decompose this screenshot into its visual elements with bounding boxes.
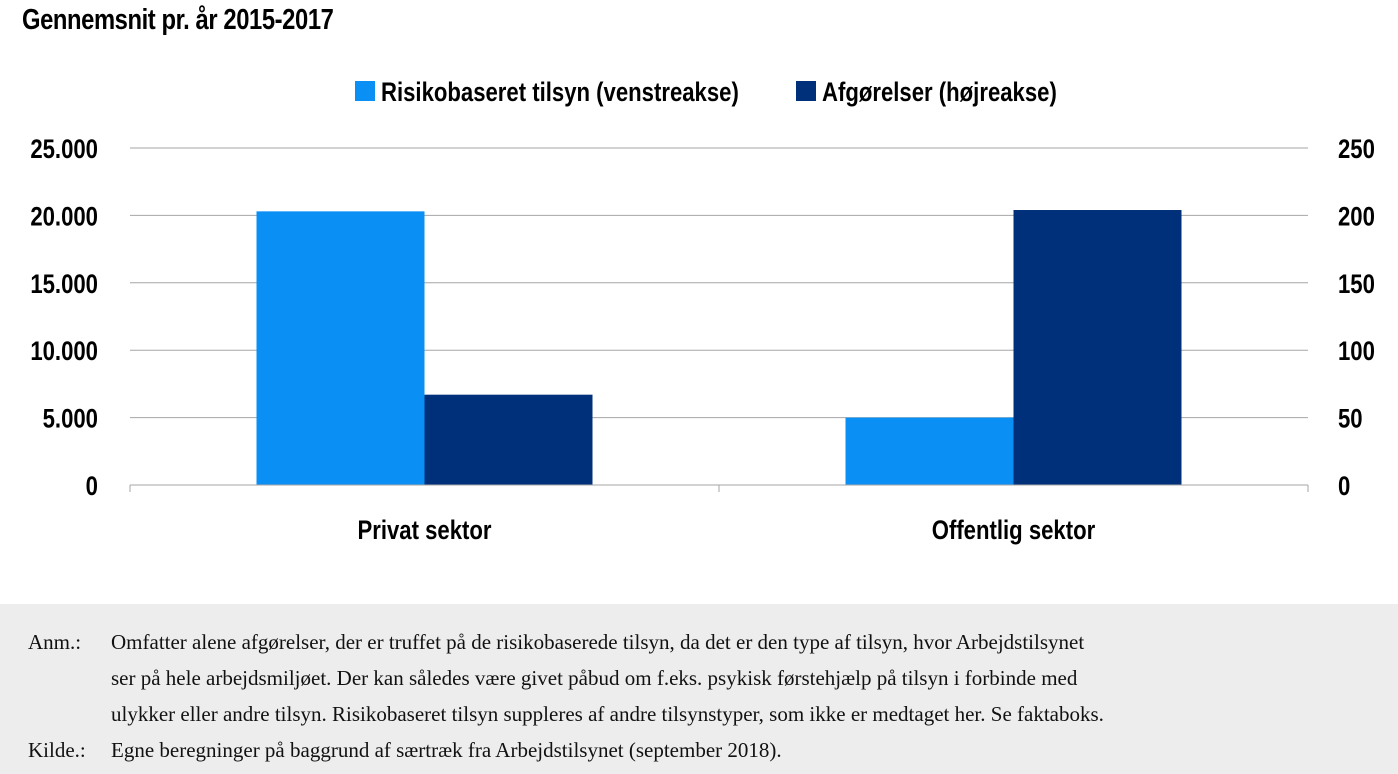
left-tick-label: 20.000 — [30, 202, 98, 232]
note-kilde-line-1: Egne beregninger på baggrund af særtræk … — [111, 738, 782, 762]
legend-swatch-afgoerelser — [796, 81, 816, 101]
right-tick-label: 250 — [1338, 135, 1375, 165]
bar-afgoerelser — [424, 394, 593, 485]
note-kilde-text: Egne beregninger på baggrund af særtræk … — [111, 732, 1376, 768]
left-tick-label: 15.000 — [30, 270, 98, 300]
note-anm-line-2: ser på hele arbejdsmiljøet. Der kan såle… — [111, 666, 1078, 690]
notes-box: Anm.: Omfatter alene afgørelser, der er … — [0, 604, 1398, 774]
right-tick-label: 200 — [1338, 202, 1375, 232]
right-tick-label: 150 — [1338, 270, 1375, 300]
category-label: Privat sektor — [357, 516, 491, 546]
bar-risikobaseret-tilsyn — [845, 417, 1014, 485]
right-tick-label: 50 — [1338, 405, 1363, 435]
note-anm-label: Anm.: — [28, 630, 82, 654]
note-anm-line-1: Omfatter alene afgørelser, der er truffe… — [111, 630, 1085, 654]
note-anm-line-3: ulykker eller andre tilsyn. Risikobasere… — [111, 702, 1104, 726]
left-tick-label: 0 — [86, 472, 98, 502]
bar-chart: Risikobaseret tilsyn (venstreakse) Afgøre… — [30, 78, 1375, 546]
axes: 0 5.000 10.000 15.000 20.000 25.000 0 50 100 150 2… — [30, 135, 1375, 546]
bar-afgoerelser — [1013, 210, 1182, 485]
bars — [256, 210, 1182, 485]
legend: Risikobaseret tilsyn (venstreakse) Afgøre… — [355, 78, 1057, 108]
left-tick-label: 10.000 — [30, 337, 98, 367]
right-tick-label: 100 — [1338, 337, 1375, 367]
left-tick-label: 25.000 — [30, 135, 98, 165]
chart-title: Gennemsnit pr. år 2015-2017 — [22, 4, 334, 36]
legend-label-afgoerelser: Afgørelser (højreakse) — [822, 78, 1057, 108]
left-tick-label: 5.000 — [43, 405, 98, 435]
bar-risikobaseret-tilsyn — [256, 211, 425, 485]
legend-label-risikobaseret-tilsyn: Risikobaseret tilsyn (venstreakse) — [381, 78, 739, 108]
category-label: Offentlig sektor — [932, 516, 1096, 546]
note-kilde-label: Kilde.: — [28, 738, 86, 762]
right-tick-label: 0 — [1338, 472, 1350, 502]
legend-swatch-risikobaseret-tilsyn — [355, 81, 375, 101]
note-anm-text: Omfatter alene afgørelser, der er truffe… — [111, 624, 1376, 732]
